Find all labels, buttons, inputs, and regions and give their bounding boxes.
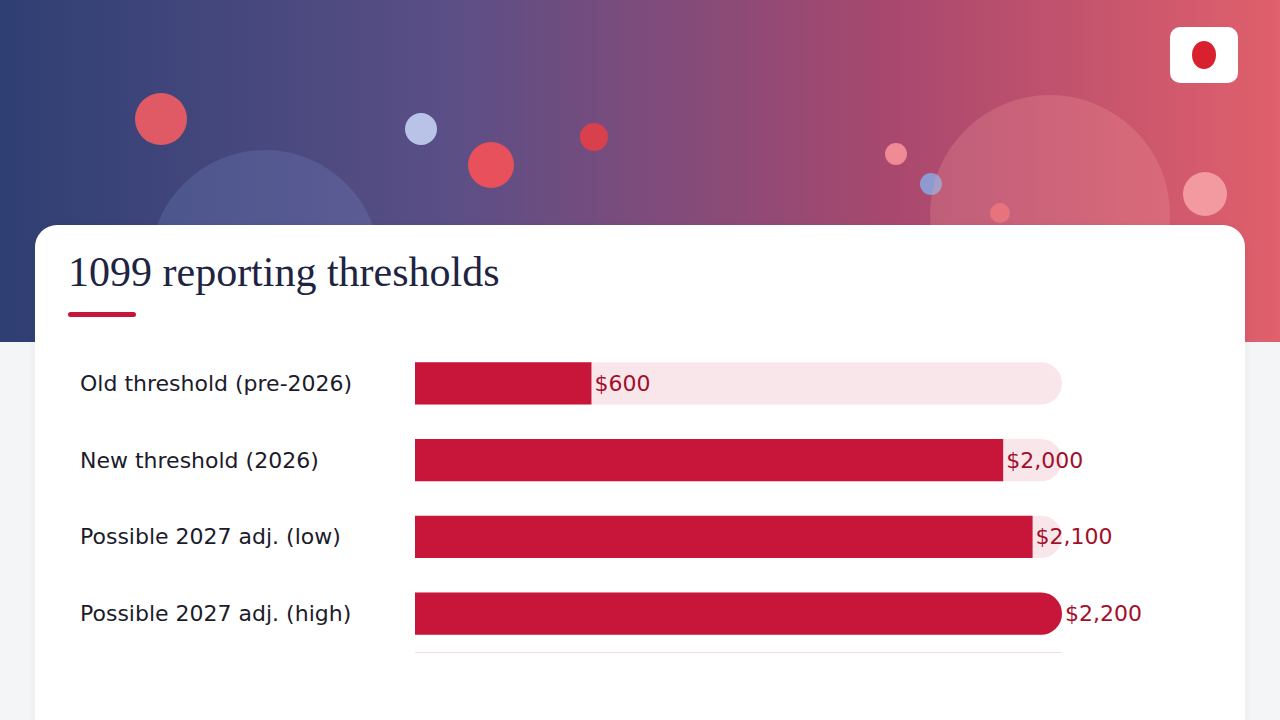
svg-text:$600: $600: [594, 371, 650, 396]
svg-text:Old threshold (pre-2026): Old threshold (pre-2026): [80, 371, 352, 396]
svg-text:$2,200: $2,200: [1065, 601, 1142, 626]
svg-text:New threshold (2026): New threshold (2026): [80, 448, 319, 473]
svg-text:Possible 2027 adj. (low): Possible 2027 adj. (low): [80, 524, 341, 549]
svg-text:Possible 2027 adj. (high): Possible 2027 adj. (high): [80, 601, 351, 626]
svg-text:$2,000: $2,000: [1006, 448, 1083, 473]
html-text:1099 reporting thresholds: 1099 reporting thresholds: [68, 249, 500, 295]
svg-text:$2,100: $2,100: [1036, 524, 1113, 549]
